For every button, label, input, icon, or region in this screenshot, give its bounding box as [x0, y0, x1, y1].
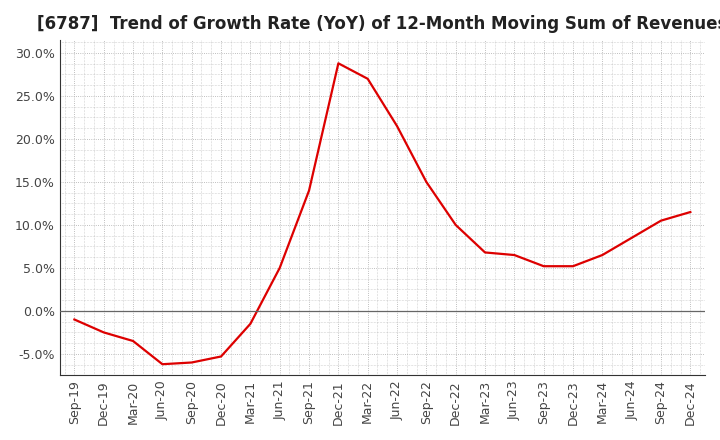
Title: [6787]  Trend of Growth Rate (YoY) of 12-Month Moving Sum of Revenues: [6787] Trend of Growth Rate (YoY) of 12-…	[37, 15, 720, 33]
